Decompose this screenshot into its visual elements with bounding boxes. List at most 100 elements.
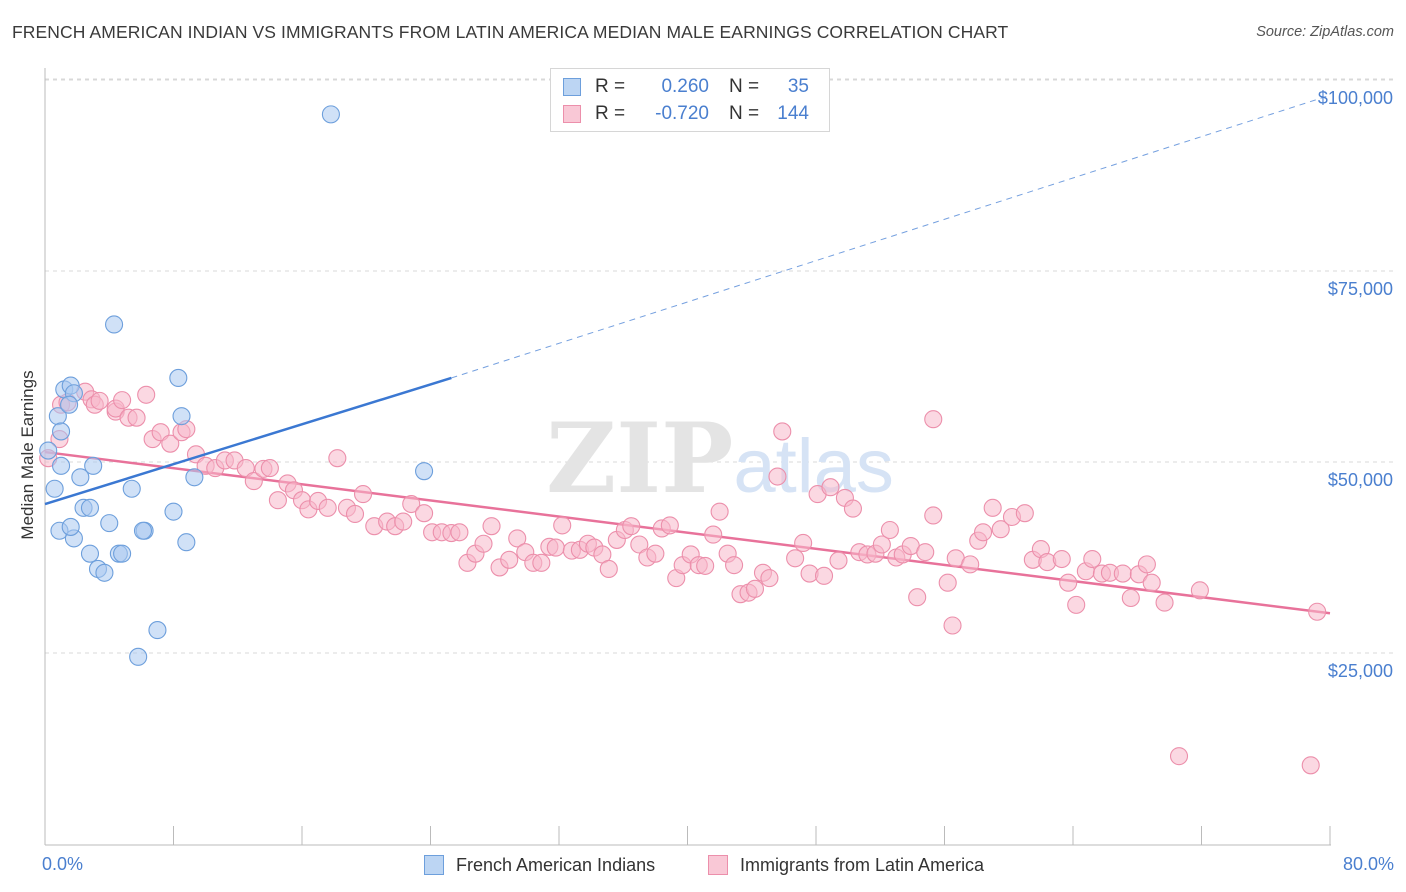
bottom-swatch-blue: [424, 855, 444, 875]
chart-title: FRENCH AMERICAN INDIAN VS IMMIGRANTS FRO…: [12, 22, 1009, 42]
latin-america-point-34: [318, 498, 337, 517]
french-american-indian-point-34: [415, 462, 434, 481]
grid-lines: [45, 78, 1394, 654]
latin-america-point-105: [880, 520, 899, 540]
latin-america-point-93: [794, 533, 813, 553]
french-american-indian-point-31: [148, 621, 167, 640]
latin-america-point-87: [745, 579, 765, 598]
legend-n-value: 35: [787, 76, 809, 97]
french-american-indian-point-25: [133, 521, 153, 540]
source-label: Source: ZipAtlas.com: [1256, 24, 1394, 40]
y-tick-label-0: $25,000: [1328, 661, 1393, 681]
latin-america-point-70: [622, 517, 641, 536]
latin-america-point-138: [1155, 593, 1174, 612]
latin-america-point-92: [786, 549, 805, 568]
bottom-legend-pink: Immigrants from Latin America: [708, 852, 984, 878]
legend-r-label: R =: [595, 103, 626, 124]
legend-r-label: R =: [595, 76, 626, 97]
latin-america-point-54: [500, 550, 519, 569]
latin-america-point-112: [924, 410, 943, 429]
bottom-legend-blue-label: French American Indians: [456, 854, 656, 875]
latin-america-point-110: [916, 543, 935, 562]
french-american-indian-point-12: [71, 468, 90, 487]
latin-america-point-48: [450, 523, 469, 542]
latin-america-point-73: [646, 544, 665, 563]
legend-n-label: N =: [729, 103, 760, 124]
latin-america-point-134: [1121, 588, 1140, 608]
series-immigrants-latin-america: [39, 382, 1327, 775]
x-tick-label-min: 0.0%: [42, 854, 83, 874]
latin-america-point-43: [402, 494, 421, 514]
french-american-indian-point-32: [129, 647, 148, 666]
latin-america-point-58: [532, 553, 551, 572]
french-american-indian-point-3: [52, 456, 71, 475]
y-tick-label-1: $50,000: [1328, 470, 1393, 490]
french-american-indian-point-1: [45, 479, 64, 498]
legend-r-value: -0.720: [655, 103, 709, 124]
latin-america-point-116: [961, 555, 980, 574]
x-tick-labels: 0.0% 80.0%: [42, 854, 1394, 874]
french-american-indian-point-21: [113, 544, 132, 563]
latin-america-point-120: [991, 520, 1010, 539]
latin-america-point-141: [1301, 756, 1320, 775]
legend-r-value: 0.260: [661, 76, 709, 97]
latin-america-point-114: [943, 616, 962, 635]
latin-america-point-113: [938, 573, 957, 592]
blue-trend-dashed: [451, 94, 1331, 379]
french-american-indian-point-11: [61, 517, 80, 536]
y-axis-label: Median Male Earnings: [18, 370, 37, 539]
latin-america-point-130: [1083, 549, 1102, 569]
french-american-indian-point-33: [321, 105, 340, 124]
bottom-legend-pink-label: Immigrants from Latin America: [740, 854, 985, 875]
series-french-american-indians: [39, 105, 434, 666]
french-american-indian-point-19: [100, 514, 119, 533]
axes: [44, 68, 1331, 846]
latin-america-point-10: [113, 391, 132, 410]
french-american-indian-point-18: [95, 563, 114, 582]
legend-n-value: 144: [777, 103, 809, 124]
latin-america-point-52: [482, 517, 501, 536]
latin-america-point-71: [630, 535, 649, 554]
latin-america-point-80: [696, 556, 715, 575]
latin-america-point-7: [90, 391, 109, 410]
y-tick-label-2: $75,000: [1328, 279, 1393, 299]
latin-america-point-84: [725, 556, 744, 575]
french-american-indian-point-9: [60, 395, 79, 414]
latin-america-point-28: [268, 491, 287, 510]
latin-america-point-136: [1137, 555, 1156, 574]
legend-swatch-pink: [563, 105, 581, 123]
bottom-legend-blue: French American Indians: [424, 852, 655, 878]
latin-america-point-44: [415, 504, 434, 523]
latin-america-point-16: [161, 434, 180, 453]
latin-america-point-104: [872, 535, 891, 554]
french-american-indian-point-23: [105, 315, 124, 334]
latin-america-point-122: [1015, 504, 1034, 523]
latin-america-point-61: [553, 516, 572, 535]
latin-america-point-140: [1190, 581, 1209, 600]
latin-america-point-38: [353, 485, 373, 504]
latin-america-point-67: [599, 559, 618, 579]
latin-america-point-60: [546, 538, 565, 557]
legend-n-label: N =: [729, 76, 760, 97]
latin-america-point-98: [829, 551, 848, 570]
latin-america-point-128: [1067, 595, 1086, 614]
latin-america-point-126: [1052, 549, 1071, 569]
y-tick-label-3: $100,000: [1318, 88, 1393, 108]
latin-america-point-142: [1308, 602, 1327, 621]
french-american-indian-point-16: [80, 544, 100, 563]
latin-america-point-82: [710, 502, 729, 521]
trend-lines: [44, 94, 1331, 615]
french-american-indian-point-0: [39, 441, 58, 460]
latin-america-point-90: [768, 467, 787, 486]
latin-america-point-91: [773, 422, 792, 441]
latin-america-point-81: [704, 525, 723, 544]
french-american-indian-point-22: [122, 479, 141, 498]
latin-america-point-111: [924, 506, 943, 525]
legend-row-pink: R = -0.720 N = 144: [563, 101, 809, 127]
stats-legend: R = 0.260 N = 35 R = -0.720 N = 144: [550, 68, 830, 132]
legend-swatch-blue: [563, 78, 581, 96]
latin-america-point-75: [660, 516, 679, 535]
legend-row-blue: R = 0.260 N = 35: [563, 74, 809, 100]
y-tick-labels: $25,000 $50,000 $75,000 $100,000: [1318, 88, 1393, 681]
french-american-indian-point-30: [185, 468, 204, 487]
